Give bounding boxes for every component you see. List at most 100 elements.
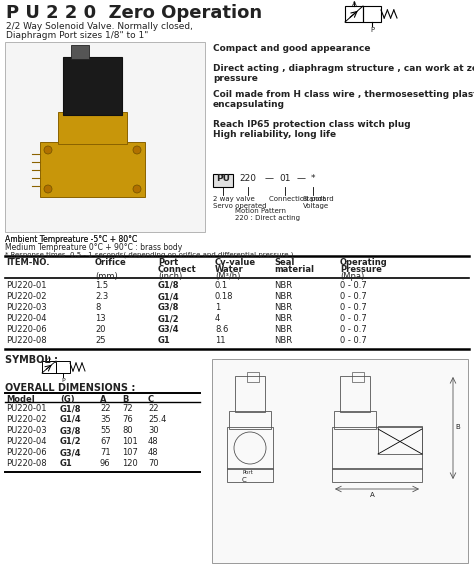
Text: 25: 25 [95, 336, 106, 345]
Text: Ambient Tempreature -5°C + 80°C: Ambient Tempreature -5°C + 80°C [5, 235, 137, 244]
Text: G1: G1 [158, 336, 171, 345]
Text: 70: 70 [148, 459, 159, 468]
Text: Connection port: Connection port [269, 196, 325, 202]
Text: (M³/h): (M³/h) [215, 272, 240, 281]
Text: A: A [47, 356, 51, 361]
Text: Medium Tempreature 0°C + 90°C : brass body: Medium Tempreature 0°C + 90°C : brass bo… [5, 243, 182, 252]
Bar [247, 372, 259, 382]
Text: —: — [297, 174, 306, 183]
Bar [229, 411, 271, 429]
Circle shape [133, 146, 141, 154]
Text: 0.18: 0.18 [215, 292, 234, 301]
Circle shape [44, 146, 52, 154]
Bar [212, 359, 468, 563]
Text: 2 way valve: 2 way valve [213, 196, 255, 202]
Text: C: C [148, 395, 154, 404]
Text: (mm): (mm) [95, 272, 118, 281]
Bar [340, 376, 370, 412]
Text: G3/4: G3/4 [158, 325, 180, 334]
Text: —: — [264, 174, 273, 183]
Bar [71, 45, 89, 59]
Bar [42, 361, 56, 373]
Text: 0 - 0.7: 0 - 0.7 [340, 325, 367, 334]
Text: G1/4: G1/4 [158, 292, 180, 301]
Text: PU220-03: PU220-03 [6, 426, 46, 435]
Text: 76: 76 [122, 415, 133, 424]
Text: 25.4: 25.4 [148, 415, 166, 424]
Text: 71: 71 [100, 448, 110, 457]
Text: PU220-02: PU220-02 [6, 415, 46, 424]
Text: Ambient Tempreature -5°C + 80°C: Ambient Tempreature -5°C + 80°C [5, 235, 137, 244]
Text: NBR: NBR [274, 292, 292, 301]
Text: PU220-01: PU220-01 [6, 404, 46, 413]
Text: 0 - 0.7: 0 - 0.7 [340, 303, 367, 312]
Bar [363, 6, 381, 22]
Text: Servo operated: Servo operated [213, 203, 266, 209]
Text: B: B [122, 395, 128, 404]
Text: Coil made from H class wire , thermosesetting plastic
encapsulating: Coil made from H class wire , thermosese… [213, 90, 474, 110]
Text: (Mpa): (Mpa) [340, 272, 364, 281]
Bar [58, 112, 127, 144]
Text: 13: 13 [95, 314, 106, 323]
Text: *: * [311, 174, 315, 183]
Bar [332, 427, 422, 469]
Text: Cv-value: Cv-value [215, 258, 256, 267]
Text: A: A [100, 395, 107, 404]
Text: Diaphragm Port sizes 1/8" to 1": Diaphragm Port sizes 1/8" to 1" [6, 31, 148, 40]
Bar [352, 372, 364, 382]
Text: PU220-08: PU220-08 [6, 336, 46, 345]
Text: NBR: NBR [274, 303, 292, 312]
Text: Port: Port [158, 258, 178, 267]
Text: Reach IP65 protection class witch plug
High reliability, long life: Reach IP65 protection class witch plug H… [213, 120, 410, 139]
Text: 96: 96 [100, 459, 110, 468]
Text: 8: 8 [95, 303, 100, 312]
Text: PU: PU [216, 174, 230, 183]
Text: 101: 101 [122, 437, 138, 446]
Bar [334, 411, 376, 429]
Text: PU220-03: PU220-03 [6, 303, 46, 312]
Bar [227, 468, 273, 482]
Text: NBR: NBR [274, 281, 292, 290]
Text: Orifice: Orifice [95, 258, 127, 267]
Text: Voltage: Voltage [303, 203, 329, 209]
Text: B: B [455, 424, 460, 430]
Text: PU220-04: PU220-04 [6, 437, 46, 446]
Text: 20: 20 [95, 325, 106, 334]
Text: (inch): (inch) [158, 272, 182, 281]
Text: Seal: Seal [274, 258, 294, 267]
Text: SYMBOL :: SYMBOL : [5, 355, 58, 365]
Text: PU220-01: PU220-01 [6, 281, 46, 290]
Text: NBR: NBR [274, 314, 292, 323]
Text: Motion Pattern: Motion Pattern [235, 208, 286, 214]
Text: P U 2 2 0  Zero Operation: P U 2 2 0 Zero Operation [6, 4, 262, 22]
Text: 22: 22 [100, 404, 110, 413]
Text: 1.5: 1.5 [95, 281, 108, 290]
Bar [345, 6, 363, 22]
Text: Operating: Operating [340, 258, 388, 267]
Text: 8.6: 8.6 [215, 325, 228, 334]
Text: 220 : Direct acting: 220 : Direct acting [235, 215, 300, 221]
Text: P: P [370, 27, 374, 33]
Text: 1: 1 [215, 303, 220, 312]
Circle shape [133, 185, 141, 193]
Text: Port: Port [243, 470, 254, 475]
Text: PU220-06: PU220-06 [6, 325, 46, 334]
Text: PU220-02: PU220-02 [6, 292, 46, 301]
Text: G1/4: G1/4 [60, 415, 82, 424]
Bar [332, 468, 422, 482]
Text: 2.3: 2.3 [95, 292, 108, 301]
Text: 4: 4 [215, 314, 220, 323]
Text: G1/8: G1/8 [60, 404, 82, 413]
Text: NBR: NBR [274, 336, 292, 345]
Bar [40, 142, 145, 197]
Text: NBR: NBR [274, 325, 292, 334]
Text: G1: G1 [60, 459, 73, 468]
Text: 120: 120 [122, 459, 138, 468]
Text: 48: 48 [148, 437, 159, 446]
Text: 0.1: 0.1 [215, 281, 228, 290]
Text: Pressure: Pressure [340, 265, 382, 274]
Bar [378, 426, 422, 454]
Text: 30: 30 [148, 426, 159, 435]
Text: 0 - 0.7: 0 - 0.7 [340, 314, 367, 323]
Text: 2/2 Way Solenoid Valve. Normally closed,: 2/2 Way Solenoid Valve. Normally closed, [6, 22, 193, 31]
